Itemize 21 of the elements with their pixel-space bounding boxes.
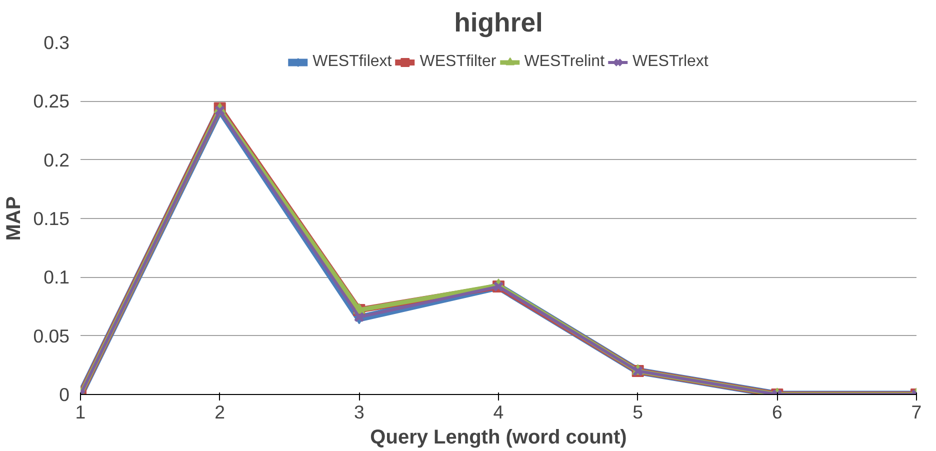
chart-title: highrel: [454, 8, 543, 38]
legend-label: WESTrelint: [524, 53, 605, 71]
x-tick-label: 2: [214, 402, 226, 422]
y-axis-title: MAP: [3, 196, 26, 241]
x-tick-label: 6: [772, 402, 782, 422]
y-tick-label: 0.1: [44, 266, 70, 288]
x-tick-label: 7: [911, 402, 922, 422]
y-tick-label: 0.2: [44, 149, 70, 170]
y-tick-label: 0: [59, 384, 70, 405]
legend-label: WESTfilext: [312, 53, 392, 71]
x-axis-title: Query Length (word count): [370, 426, 627, 448]
x-tick-label: 3: [354, 402, 364, 422]
y-tick-label: 0.05: [33, 325, 70, 346]
y-tick-label: 0.15: [33, 208, 70, 229]
legend-label: WESTfilter: [420, 53, 496, 71]
y-tick-label: 0.25: [33, 90, 70, 112]
x-tick-label: 1: [75, 402, 86, 422]
x-tick-label: 5: [632, 402, 644, 422]
x-tick-label: 4: [493, 402, 504, 422]
legend-label: WESTrlext: [632, 53, 708, 71]
y-tick-label: 0.3: [44, 32, 70, 53]
